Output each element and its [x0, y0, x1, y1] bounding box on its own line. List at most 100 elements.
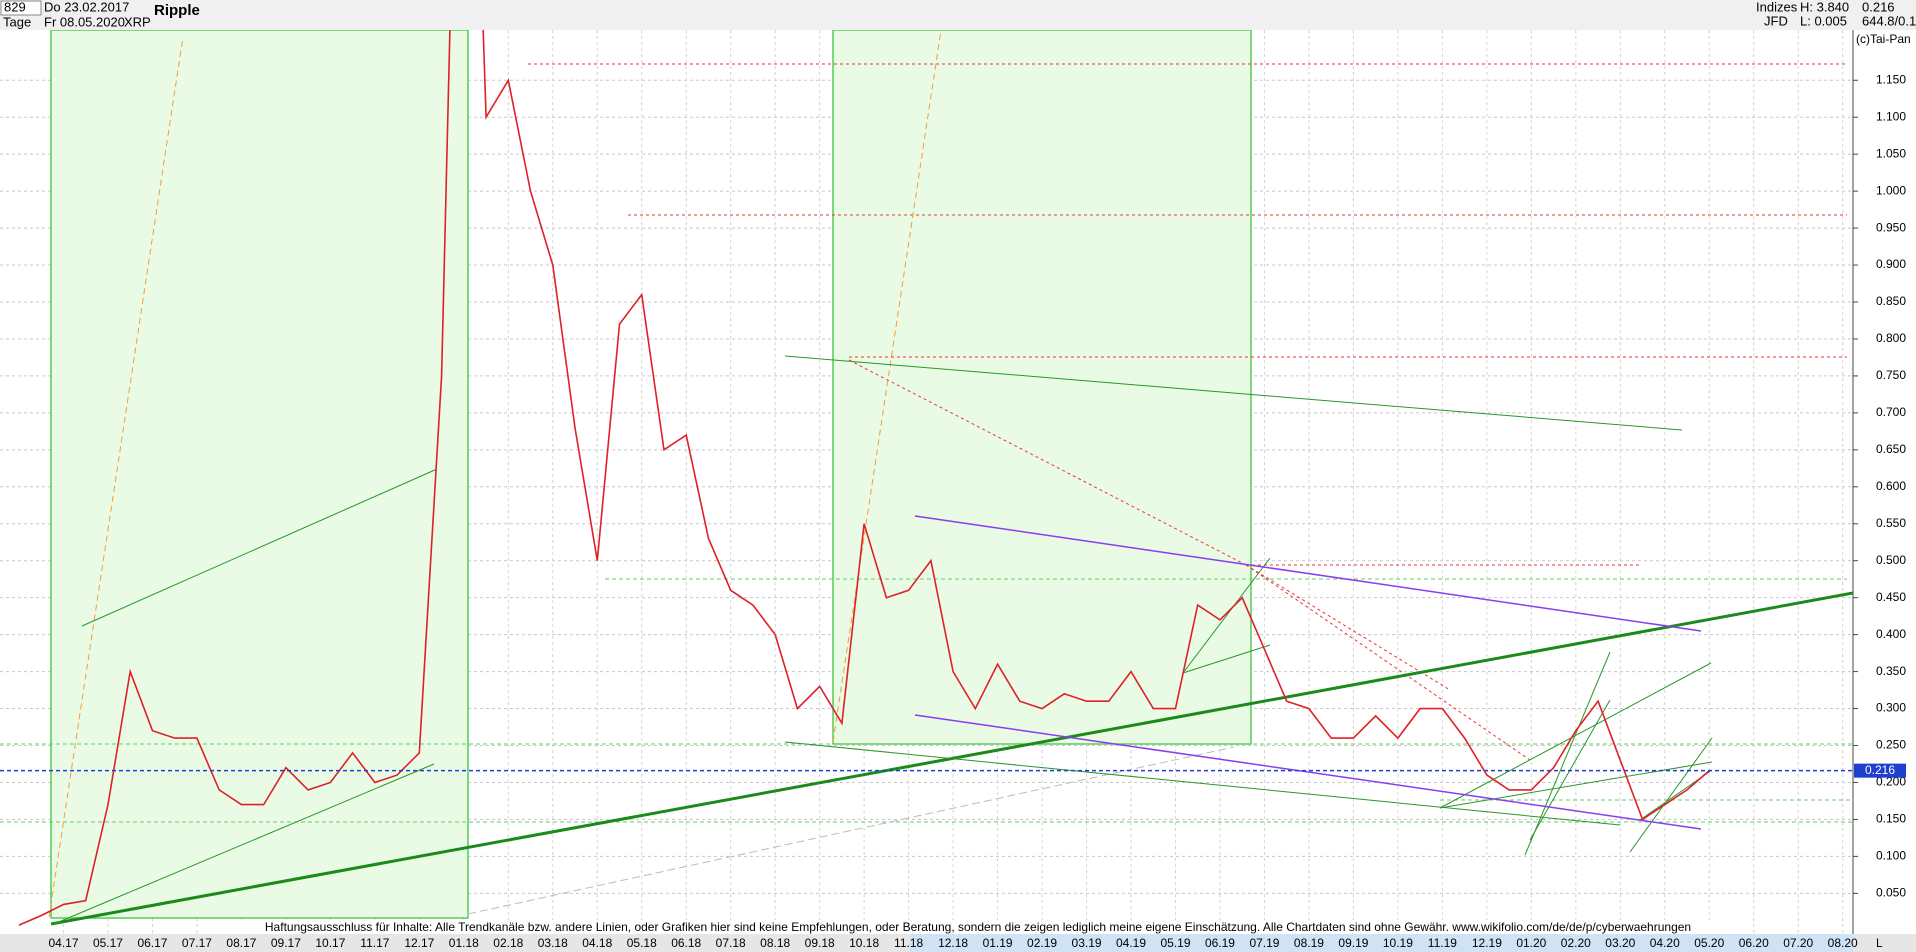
trend-line — [53, 763, 435, 925]
annotations — [0, 30, 1853, 926]
x-tick-label: 03.20 — [1605, 936, 1635, 950]
copyright: (c)Tai-Pan — [1856, 32, 1911, 46]
y-tick-label: 0.850 — [1876, 294, 1906, 308]
x-tick-label: 09.17 — [271, 936, 301, 950]
y-tick-label: 0.400 — [1876, 627, 1906, 641]
y-tick-label: 0.500 — [1876, 553, 1906, 567]
header-bar — [0, 0, 1916, 30]
x-tick-label: 12.18 — [938, 936, 968, 950]
x-tick-label: 03.18 — [538, 936, 568, 950]
x-tick-label: 06.19 — [1205, 936, 1235, 950]
x-tick-label: 03.19 — [1072, 936, 1102, 950]
y-tick-label: 0.350 — [1876, 664, 1906, 678]
channel-line — [914, 714, 1702, 830]
y-tick-label: 0.650 — [1876, 442, 1906, 456]
extra: 644.8/0.18 — [1862, 13, 1916, 28]
y-tick-label: 0.900 — [1876, 257, 1906, 271]
header: 829 Do 23.02.2017 Tage Fr 08.05.2020 XRP… — [0, 0, 1916, 30]
x-tick-label: 01.19 — [983, 936, 1013, 950]
y-tick-label: 0.550 — [1876, 516, 1906, 530]
y-tick-label: 0.950 — [1876, 220, 1906, 234]
y-tick-label: 0.250 — [1876, 738, 1906, 752]
zone — [50, 30, 469, 919]
trend-line — [848, 359, 1247, 566]
x-tick-label: 09.19 — [1338, 936, 1368, 950]
x-tick-label: 11.18 — [894, 936, 923, 950]
x-tick-label: 07.18 — [716, 936, 746, 950]
channel-line — [914, 515, 1702, 632]
x-tick-label: 10.18 — [849, 936, 879, 950]
x-tick-label: 07.19 — [1249, 936, 1279, 950]
trend-line — [81, 468, 438, 627]
current-price-label: 0.216 — [1865, 763, 1895, 777]
chart-title: Ripple — [154, 2, 200, 19]
chart-id: 829 — [4, 0, 26, 14]
x-tick-label: 07.17 — [182, 936, 212, 950]
y-tick-label: 0.750 — [1876, 368, 1906, 382]
x-tick-label: 06.18 — [671, 936, 701, 950]
y-tick-label: 0.150 — [1876, 812, 1906, 826]
current-price-tag — [1854, 763, 1906, 778]
id-box[interactable] — [0, 0, 42, 16]
source: JFD — [1764, 13, 1788, 28]
x-tick-label: 04.20 — [1650, 936, 1680, 950]
y-tick-label: 0.450 — [1876, 590, 1906, 604]
group: Indizes — [1756, 0, 1798, 14]
y-tick-label: 0.200 — [1876, 775, 1906, 789]
trend-line — [467, 746, 1235, 915]
x-tick-label: 06.20 — [1739, 936, 1769, 950]
y-tick-label: 0.050 — [1876, 886, 1906, 900]
trend-line — [1524, 651, 1611, 856]
data — [0, 30, 1853, 926]
x-tick-label: 05.17 — [93, 936, 123, 950]
y-tick-label: 0.300 — [1876, 701, 1906, 715]
y-tick-label: 1.150 — [1876, 72, 1906, 86]
x-tick-label: 01.20 — [1516, 936, 1546, 950]
axis-mark: L — [1876, 936, 1883, 950]
price: 0.216 — [1862, 0, 1895, 14]
y-tick-label: 1.100 — [1876, 109, 1906, 123]
low: L: 0.005 — [1800, 13, 1847, 28]
y-tick-label: 0.600 — [1876, 479, 1906, 493]
zone — [832, 30, 1252, 745]
x-tick-label: 12.19 — [1472, 936, 1502, 950]
high: H: 3.840 — [1800, 0, 1849, 14]
x-tick-label: 05.18 — [627, 936, 657, 950]
x-tick-label: 07.20 — [1783, 936, 1813, 950]
trend-line — [1182, 557, 1271, 674]
disclaimer: Haftungsausschluss für Inhalte: Alle Tre… — [265, 920, 1691, 934]
price-line — [18, 30, 1710, 926]
labels: 0.050 0.100 0.150 0.200 0.250 0.300 0.350 0.400… — [48, 72, 1906, 950]
x-tick-label: 02.19 — [1027, 936, 1057, 950]
x-tick-label: 12.17 — [404, 936, 434, 950]
x-tick-label: 04.18 — [582, 936, 612, 950]
x-tick-label: 09.18 — [805, 936, 835, 950]
x-tick-label: 10.19 — [1383, 936, 1413, 950]
x-tick-label: 01.18 — [449, 936, 479, 950]
end-date: Fr 08.05.2020 — [44, 14, 125, 29]
x-tick-label: 08.17 — [226, 936, 256, 950]
fan-line — [832, 30, 942, 743]
x-tick-label: 10.17 — [315, 936, 345, 950]
symbol: XRP — [124, 14, 151, 29]
x-tick-label: 04.19 — [1116, 936, 1146, 950]
trend-line — [784, 741, 1621, 826]
period[interactable]: Tage — [3, 14, 31, 29]
y-tick-label: 0.700 — [1876, 405, 1906, 419]
start-date: Do 23.02.2017 — [44, 0, 129, 14]
y-tick-label: 1.050 — [1876, 146, 1906, 160]
y-tick-label: 0.100 — [1876, 849, 1906, 863]
x-tick-label: 11.17 — [360, 936, 389, 950]
x-tick-label: 06.17 — [137, 936, 167, 950]
x-tick-label: 08.20 — [1828, 936, 1858, 950]
x-tick-label: 08.18 — [760, 936, 790, 950]
trend-line — [1629, 737, 1713, 853]
trend-line — [1182, 644, 1271, 674]
fan-line — [48, 36, 184, 918]
trend-line — [1439, 761, 1713, 809]
x-tick-label: 05.20 — [1694, 936, 1724, 950]
x-tick-label: 04.17 — [48, 936, 78, 950]
x-tick-label: 11.19 — [1428, 936, 1457, 950]
